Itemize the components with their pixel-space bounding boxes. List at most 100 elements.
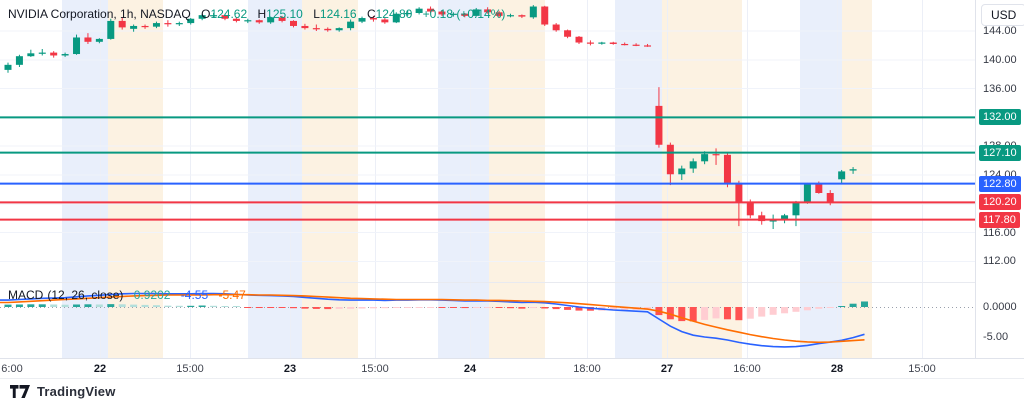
macd-title[interactable]: MACD xyxy=(8,288,44,302)
price-level-badge: 127.10 xyxy=(979,144,1021,161)
price-tick-label: 136.00 xyxy=(983,82,1017,95)
time-tick-label[interactable]: 24 xyxy=(463,363,477,375)
candle-body xyxy=(769,220,777,222)
price-and-macd-chart[interactable] xyxy=(0,0,975,358)
candle-body xyxy=(632,44,640,46)
time-tick-label[interactable]: 15:00 xyxy=(361,363,389,375)
macd-histogram-bar xyxy=(472,307,480,308)
price-axis[interactable]: USD 144.00140.00136.00128.00124.00116.00… xyxy=(975,0,1024,358)
macd-histogram-bar xyxy=(746,307,754,319)
macd-histogram-bar xyxy=(849,303,857,307)
macd-histogram-bar xyxy=(73,304,81,307)
candle-body xyxy=(73,37,81,55)
time-tick-label[interactable]: 18:00 xyxy=(573,363,601,375)
time-tick-label[interactable]: 22 xyxy=(93,363,107,375)
tradingview-brand-text[interactable]: TradingView xyxy=(37,384,116,399)
symbol-title[interactable]: NVIDIA Corporation, 1h, NASDAQ xyxy=(8,7,191,21)
macd-histogram-bar xyxy=(324,307,332,310)
macd-histogram-bar xyxy=(232,306,240,307)
candle-body xyxy=(392,13,400,23)
macd-histogram-bar xyxy=(290,307,297,309)
candle-body xyxy=(746,202,754,216)
macd-histogram-bar xyxy=(175,305,183,307)
macd-histogram-bar xyxy=(392,307,400,308)
time-tick-label[interactable]: 15:00 xyxy=(908,363,936,375)
candle-body xyxy=(4,64,12,70)
macd-histogram-bar xyxy=(735,307,743,321)
chart-surface[interactable] xyxy=(0,0,975,358)
candle-body xyxy=(461,13,469,16)
macd-histogram-bar xyxy=(381,307,389,309)
time-axis[interactable]: 6:00 22 15:00 23 15:00 24 18:00 27 16:00 28 15:00 xyxy=(0,358,1024,379)
macd-histogram-bar xyxy=(187,305,195,307)
candle-body xyxy=(438,11,446,15)
macd-histogram-bar xyxy=(27,304,35,307)
time-tick-label[interactable]: 23 xyxy=(283,363,297,375)
time-tick-label[interactable]: 16:00 xyxy=(733,363,761,375)
candle-body xyxy=(232,18,240,21)
candle-body xyxy=(655,105,663,145)
macd-indicator-label[interactable]: MACD (12, 26, close) 0.9202 -4.55 -5.47 xyxy=(8,288,246,302)
candle-body xyxy=(141,25,149,28)
macd-histogram-bar xyxy=(461,307,469,309)
macd-histogram-bar xyxy=(826,307,834,308)
price-level-badge: 132.00 xyxy=(979,109,1021,126)
candle-body xyxy=(198,15,206,19)
candle-body xyxy=(552,24,560,31)
open-label: O xyxy=(201,7,211,21)
candle-body xyxy=(27,53,35,57)
change-value: +0.18 (+0.14%) xyxy=(422,7,506,21)
macd-histogram-bar xyxy=(621,307,629,311)
close-value: 124.80 xyxy=(375,7,413,21)
candle-body xyxy=(723,154,731,183)
macd-histogram-bar xyxy=(84,304,92,307)
macd-histogram-bar xyxy=(415,307,423,308)
macd-histogram-bar xyxy=(4,304,12,307)
macd-histogram-bar xyxy=(221,306,229,307)
macd-histogram-bar xyxy=(107,304,115,307)
bottom-bar: TradingView xyxy=(0,378,1024,404)
macd-histogram-bar xyxy=(838,306,846,307)
candle-body xyxy=(61,54,69,56)
candle-body xyxy=(107,20,115,39)
macd-hist-value: 0.9202 xyxy=(133,288,171,302)
candle-body xyxy=(803,184,811,203)
high-value: 125.10 xyxy=(266,7,303,21)
macd-histogram-bar xyxy=(130,304,138,307)
candle-body xyxy=(95,38,103,42)
macd-histogram-bar xyxy=(278,307,286,308)
macd-histogram-bar xyxy=(61,304,69,307)
macd-histogram-bar xyxy=(152,305,160,307)
symbol-header[interactable]: NVIDIA Corporation, 1h, NASDAQ O124.62 H… xyxy=(8,7,505,21)
macd-histogram-bar xyxy=(529,307,537,309)
tradingview-logo-icon[interactable] xyxy=(10,384,30,399)
macd-histogram-bar xyxy=(541,307,549,309)
macd-histogram-bar xyxy=(198,305,206,307)
candle-body xyxy=(518,15,526,17)
macd-histogram-bar xyxy=(758,307,766,317)
time-tick-label[interactable]: 6:00 xyxy=(1,363,23,375)
time-tick-label[interactable]: 15:00 xyxy=(176,363,204,375)
candle-body xyxy=(50,52,58,56)
macd-histogram-bar xyxy=(438,307,446,308)
macd-histogram-bar xyxy=(164,305,172,307)
candle-body xyxy=(324,28,332,31)
candle-body xyxy=(472,9,480,16)
candle-body xyxy=(312,28,320,30)
time-tick-label[interactable]: 28 xyxy=(830,363,844,375)
macd-histogram-bar xyxy=(792,307,800,312)
macd-histogram-bar xyxy=(803,307,811,311)
time-tick-label[interactable]: 27 xyxy=(660,363,674,375)
currency-usd-button[interactable]: USD xyxy=(981,4,1024,26)
session-band xyxy=(108,0,163,358)
macd-histogram-bar xyxy=(50,304,58,307)
candle-body xyxy=(689,161,697,169)
macd-histogram-bar xyxy=(609,307,617,311)
low-value: 124.16 xyxy=(319,7,357,21)
session-band xyxy=(800,0,842,358)
candle-body xyxy=(290,20,297,26)
macd-histogram-bar xyxy=(506,307,514,309)
macd-signal-line xyxy=(0,293,865,344)
macd-histogram-bar xyxy=(404,307,412,308)
macd-histogram-bar xyxy=(518,307,526,309)
